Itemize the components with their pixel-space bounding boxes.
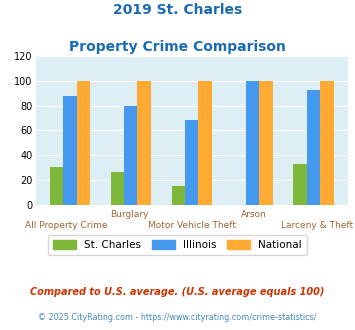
Bar [171, 186, 185, 205]
Bar [77, 81, 90, 205]
Text: Larceny & Theft: Larceny & Theft [280, 221, 353, 230]
Text: Burglary: Burglary [110, 210, 148, 218]
Bar [111, 172, 124, 205]
Bar [198, 81, 212, 205]
Bar [63, 96, 77, 205]
Text: 2019 St. Charles: 2019 St. Charles [113, 3, 242, 17]
Bar [185, 120, 198, 205]
Text: Compared to U.S. average. (U.S. average equals 100): Compared to U.S. average. (U.S. average … [30, 287, 325, 297]
Bar [137, 81, 151, 205]
Bar [246, 81, 260, 205]
Bar [124, 106, 137, 205]
Legend: St. Charles, Illinois, National: St. Charles, Illinois, National [48, 235, 307, 255]
Text: Arson: Arson [241, 210, 267, 218]
Bar [50, 168, 63, 205]
Bar [294, 164, 307, 205]
Bar [260, 81, 273, 205]
Text: All Property Crime: All Property Crime [26, 221, 108, 230]
Text: © 2025 CityRating.com - https://www.cityrating.com/crime-statistics/: © 2025 CityRating.com - https://www.city… [38, 314, 317, 322]
Bar [320, 81, 334, 205]
Text: Property Crime Comparison: Property Crime Comparison [69, 40, 286, 53]
Bar [307, 89, 320, 205]
Text: Motor Vehicle Theft: Motor Vehicle Theft [148, 221, 236, 230]
